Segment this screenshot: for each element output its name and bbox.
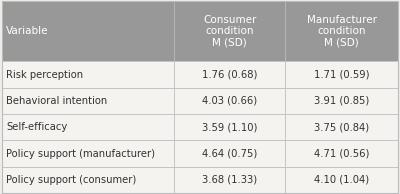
Bar xyxy=(174,88,285,114)
Bar xyxy=(174,140,285,167)
Text: 3.75 (0.84): 3.75 (0.84) xyxy=(314,122,369,132)
Bar xyxy=(174,61,285,88)
Bar xyxy=(174,1,285,61)
Text: Policy support (consumer): Policy support (consumer) xyxy=(6,175,136,185)
Text: Consumer
condition
M (SD): Consumer condition M (SD) xyxy=(203,15,256,48)
Bar xyxy=(2,140,174,167)
Bar xyxy=(2,114,174,140)
Bar xyxy=(285,140,398,167)
Bar xyxy=(285,1,398,61)
Bar xyxy=(285,88,398,114)
Bar xyxy=(174,167,285,193)
Text: 3.68 (1.33): 3.68 (1.33) xyxy=(202,175,257,185)
Bar xyxy=(285,167,398,193)
Bar xyxy=(2,88,174,114)
Text: Behavioral intention: Behavioral intention xyxy=(6,96,107,106)
Text: Risk perception: Risk perception xyxy=(6,70,83,80)
Bar xyxy=(2,167,174,193)
Bar xyxy=(285,114,398,140)
Text: Self-efficacy: Self-efficacy xyxy=(6,122,67,132)
Text: Policy support (manufacturer): Policy support (manufacturer) xyxy=(6,149,155,158)
Text: 3.59 (1.10): 3.59 (1.10) xyxy=(202,122,257,132)
Text: 3.91 (0.85): 3.91 (0.85) xyxy=(314,96,369,106)
Text: 4.71 (0.56): 4.71 (0.56) xyxy=(314,149,369,158)
Text: Manufacturer
condition
M (SD): Manufacturer condition M (SD) xyxy=(306,15,376,48)
Text: 4.10 (1.04): 4.10 (1.04) xyxy=(314,175,369,185)
Text: 4.64 (0.75): 4.64 (0.75) xyxy=(202,149,257,158)
Bar xyxy=(2,61,174,88)
Text: 1.71 (0.59): 1.71 (0.59) xyxy=(314,70,369,80)
Text: 4.03 (0.66): 4.03 (0.66) xyxy=(202,96,257,106)
Text: 1.76 (0.68): 1.76 (0.68) xyxy=(202,70,257,80)
Text: Variable: Variable xyxy=(6,26,48,36)
Bar xyxy=(285,61,398,88)
Bar xyxy=(174,114,285,140)
Bar xyxy=(2,1,174,61)
